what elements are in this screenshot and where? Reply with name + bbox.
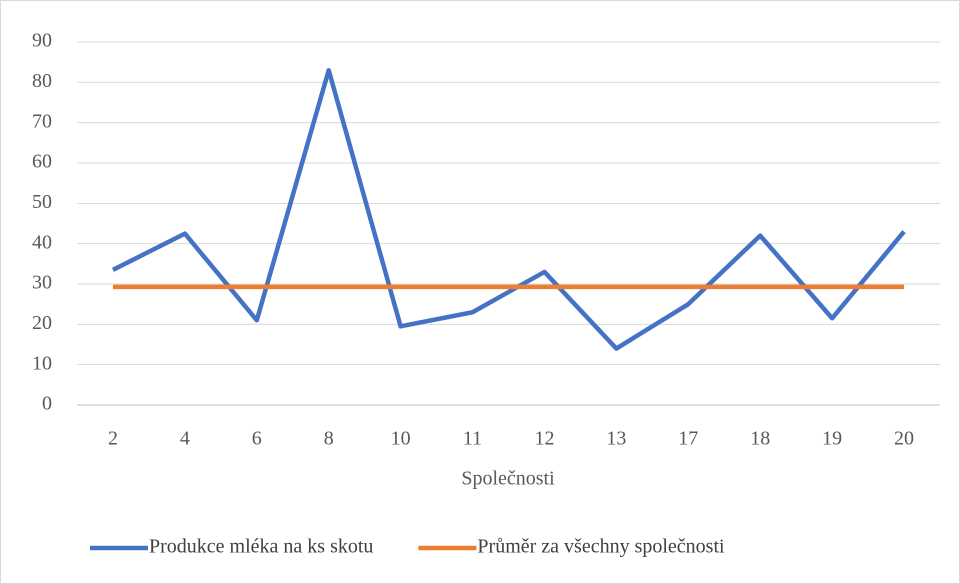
x-tick-label: 11	[463, 428, 482, 450]
x-axis-label: Společnosti	[461, 468, 555, 490]
y-tick-label: 30	[32, 272, 52, 294]
y-tick-label: 50	[32, 191, 52, 213]
y-tick-label: 90	[32, 30, 52, 52]
legend-label: Průměr za všechny společnosti	[477, 536, 725, 558]
x-tick-label: 19	[822, 428, 842, 450]
x-tick-label: 8	[324, 428, 334, 450]
y-tick-label: 60	[32, 151, 52, 173]
x-tick-label: 13	[606, 428, 626, 450]
x-tick-label: 10	[391, 428, 411, 450]
x-tick-label: 20	[894, 428, 914, 450]
legend: Produkce mléka na ks skotu Průměr za všec…	[90, 536, 725, 558]
x-tick-label: 6	[252, 428, 262, 450]
x-tick-label: 12	[534, 428, 554, 450]
y-tick-label: 80	[32, 70, 52, 92]
x-tick-label: 17	[678, 428, 698, 450]
y-tick-label: 20	[32, 312, 52, 334]
legend-label: Produkce mléka na ks skotu	[149, 536, 373, 558]
y-tick-label: 70	[32, 110, 52, 132]
x-tick-label: 2	[108, 428, 118, 450]
x-tick-label: 4	[180, 428, 190, 450]
y-tick-label: 10	[32, 352, 52, 374]
x-tick-label: 18	[750, 428, 770, 450]
y-tick-label: 0	[42, 393, 52, 415]
data-line	[111, 67, 906, 351]
y-tick-label: 40	[32, 231, 52, 253]
